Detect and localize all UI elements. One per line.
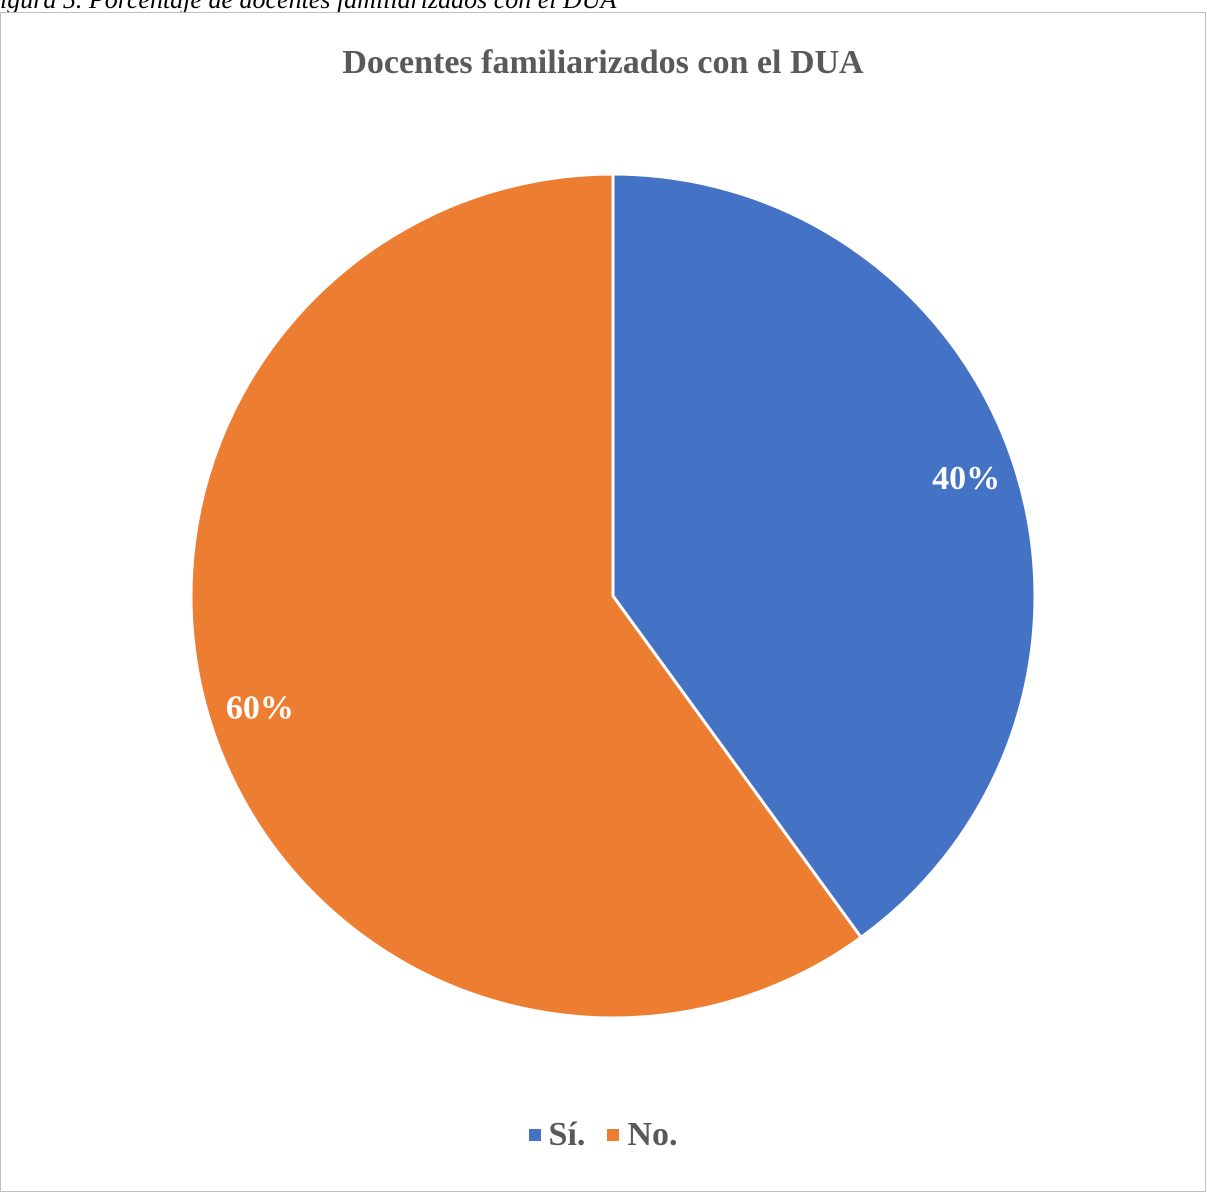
pie-slice-si (611, 172, 1037, 939)
legend-item-no: No. (607, 1116, 677, 1154)
data-label-no: 60% (226, 690, 294, 727)
legend-label-si: Sí. (548, 1116, 586, 1153)
legend-swatch-si (528, 1129, 541, 1141)
pie-chart: 40% 60% (189, 172, 1037, 1020)
chart-title: Docentes familiarizados con el DUA (342, 44, 864, 81)
chart-area: Docentes familiarizados con el DUA 40% 60… (0, 12, 1206, 1192)
pie-slice-no (189, 172, 863, 1020)
legend-label-no: No. (627, 1116, 678, 1153)
figure-caption: igura 5. Porcentaje de docentes familiar… (0, 0, 616, 13)
legend-swatch-no (607, 1129, 620, 1141)
chart-legend: Sí. No. (1, 1116, 1205, 1154)
data-label-si: 40% (932, 460, 1000, 497)
legend-item-si: Sí. (528, 1116, 586, 1154)
